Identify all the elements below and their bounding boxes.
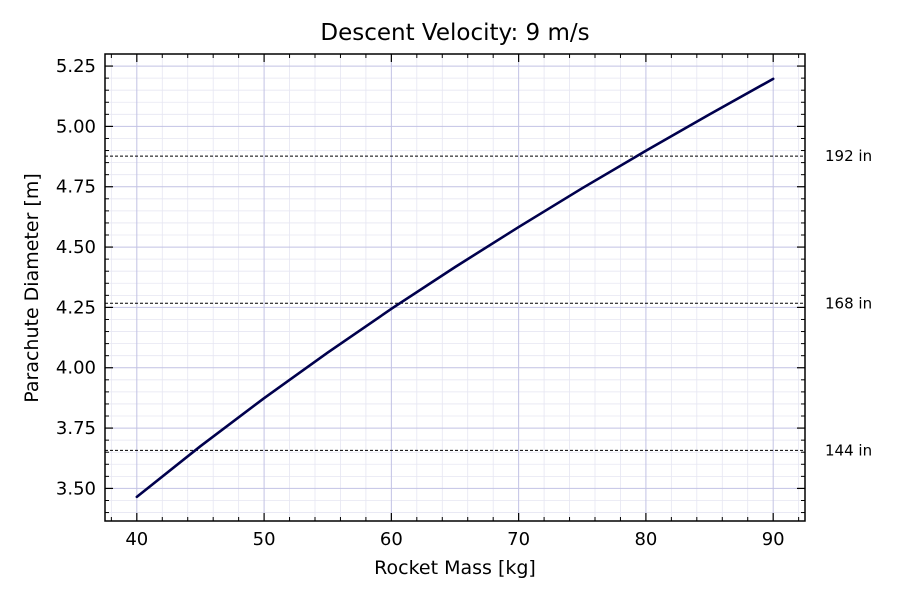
x-tick-label: 70 xyxy=(507,529,530,550)
y-axis-label: Parachute Diameter [m] xyxy=(21,173,43,402)
series-group xyxy=(135,77,775,499)
y-tick-label: 5.00 xyxy=(56,116,96,137)
x-tick-label: 60 xyxy=(380,529,403,550)
reference-lines xyxy=(105,155,805,451)
y-tick-label: 3.75 xyxy=(56,418,96,439)
y-tick-labels: 3.50 3.75 4.00 4.25 4.50 4.75 5.00 5.25 xyxy=(56,56,96,499)
plot-frame xyxy=(104,53,806,522)
reference-line-label: 192 in xyxy=(825,147,872,165)
y-tick-label: 4.25 xyxy=(56,297,96,318)
x-tick-label: 90 xyxy=(762,529,785,550)
y-tick-label: 4.00 xyxy=(56,358,96,379)
x-tick-label: 50 xyxy=(253,529,276,550)
axis-ticks xyxy=(105,53,805,521)
y-tick-label: 3.50 xyxy=(56,478,96,499)
x-axis-label: Rocket Mass [kg] xyxy=(374,557,536,579)
series-line xyxy=(135,77,775,499)
y-tick-label: 4.75 xyxy=(56,177,96,198)
x-tick-labels: 40 50 60 70 80 90 xyxy=(125,529,784,550)
x-tick-label: 40 xyxy=(125,529,148,550)
minor-gridlines xyxy=(105,53,805,521)
reference-line-labels: 144 in 168 in 192 in xyxy=(825,147,872,459)
reference-line-label: 168 in xyxy=(825,294,872,312)
reference-line-label: 144 in xyxy=(825,441,872,459)
x-tick-label: 80 xyxy=(634,529,657,550)
y-tick-label: 5.25 xyxy=(56,56,96,77)
chart-title: Descent Velocity: 9 m/s xyxy=(320,20,589,46)
major-gridlines xyxy=(105,54,805,521)
y-tick-label: 4.50 xyxy=(56,237,96,258)
